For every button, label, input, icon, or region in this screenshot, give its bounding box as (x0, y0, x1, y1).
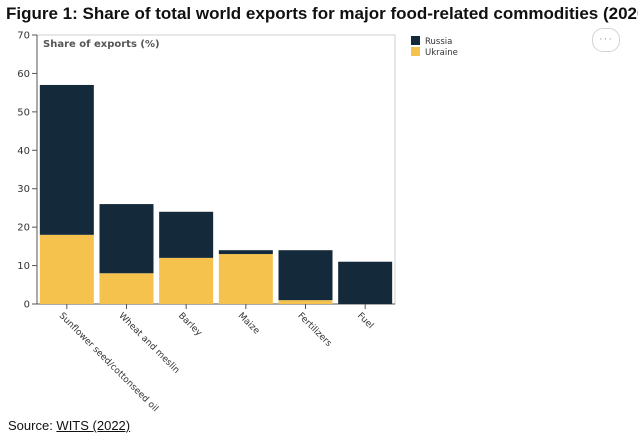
x-tick-label: Sunflower seed/cottonseed oil (57, 311, 160, 414)
bar-ukraine (39, 234, 94, 304)
bar-ukraine (278, 300, 333, 304)
bar-ukraine (218, 254, 273, 304)
x-tick-label: Maize (236, 311, 262, 337)
y-tick-label: 10 (17, 261, 30, 272)
legend-swatch-ukraine (411, 47, 420, 56)
x-tick-label: Wheat and meslin (116, 311, 181, 376)
bar-ukraine (159, 257, 214, 304)
bar-ukraine (99, 273, 154, 304)
y-tick-label: 0 (24, 300, 30, 311)
y-tick-label: 20 (17, 223, 30, 234)
bar-russia (218, 250, 273, 255)
bar-russia (39, 84, 94, 235)
source-label: Source: (8, 418, 57, 433)
figure-title: Figure 1: Share of total world exports f… (6, 4, 638, 23)
source-note: Source: WITS (2022) (8, 418, 130, 433)
y-tick-label: 60 (17, 69, 30, 80)
source-link[interactable]: WITS (2022) (56, 418, 131, 433)
bar-russia (159, 211, 214, 258)
legend-label-ukraine: Ukraine (425, 48, 458, 58)
more-options-button[interactable]: ··· (592, 28, 620, 52)
y-tick-label: 50 (17, 107, 30, 118)
bar-russia (338, 261, 393, 304)
y-tick-label: 40 (17, 146, 30, 157)
bar-russia (278, 250, 333, 301)
y-axis-label: Share of exports (%) (43, 39, 160, 50)
y-tick-label: 70 (17, 31, 30, 42)
legend-swatch-russia (411, 36, 420, 45)
x-tick-label: Fuel (355, 311, 375, 331)
x-tick-label: Barley (176, 311, 204, 339)
bar-russia (99, 204, 154, 274)
y-tick-label: 30 (17, 184, 30, 195)
legend-label-russia: Russia (425, 37, 452, 47)
x-tick-label: Fertilizers (295, 311, 333, 349)
